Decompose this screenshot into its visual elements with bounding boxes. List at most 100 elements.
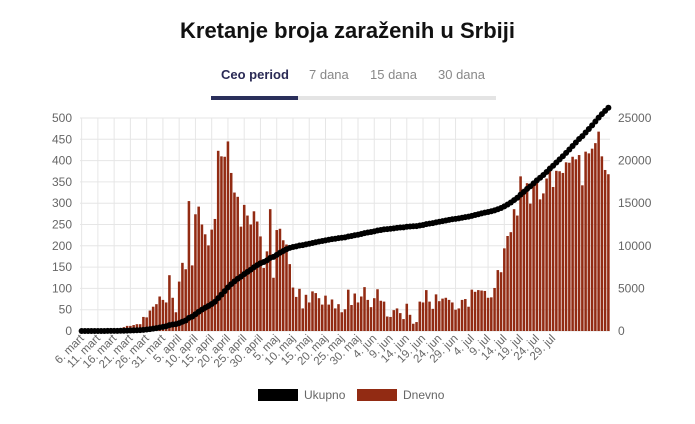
daily-bar[interactable]: [447, 299, 451, 331]
tab-7-dana[interactable]: 7 dana: [309, 67, 349, 82]
daily-bar[interactable]: [451, 302, 454, 331]
daily-bar[interactable]: [249, 224, 252, 332]
total-point[interactable]: [592, 118, 599, 125]
daily-bar[interactable]: [213, 218, 217, 331]
daily-bar[interactable]: [509, 232, 513, 331]
daily-bar[interactable]: [142, 316, 145, 331]
daily-bar[interactable]: [600, 156, 604, 331]
daily-bar[interactable]: [177, 281, 181, 331]
daily-bar[interactable]: [236, 196, 239, 331]
daily-bar[interactable]: [252, 211, 256, 331]
daily-bar[interactable]: [522, 188, 526, 331]
daily-bar[interactable]: [525, 183, 529, 331]
daily-bar[interactable]: [190, 265, 194, 331]
daily-bar[interactable]: [346, 289, 350, 331]
daily-bar[interactable]: [561, 172, 565, 331]
daily-bar[interactable]: [581, 185, 584, 331]
daily-bar[interactable]: [405, 303, 409, 331]
daily-bar[interactable]: [376, 289, 379, 331]
daily-bar[interactable]: [545, 178, 548, 331]
daily-bar[interactable]: [503, 248, 506, 331]
daily-bar[interactable]: [499, 272, 503, 331]
daily-bar[interactable]: [330, 299, 334, 331]
daily-bar[interactable]: [363, 287, 366, 331]
daily-bar[interactable]: [460, 299, 464, 331]
daily-bar[interactable]: [486, 297, 490, 331]
daily-bar[interactable]: [529, 203, 532, 331]
daily-bar[interactable]: [496, 270, 500, 331]
daily-bar[interactable]: [473, 291, 477, 331]
daily-bar[interactable]: [402, 319, 405, 331]
daily-bar[interactable]: [415, 322, 418, 331]
daily-bar[interactable]: [490, 297, 493, 331]
daily-bar[interactable]: [434, 294, 438, 331]
daily-bar[interactable]: [259, 236, 262, 331]
daily-bar[interactable]: [350, 305, 353, 331]
daily-bar[interactable]: [272, 277, 275, 331]
daily-bar[interactable]: [438, 301, 441, 331]
daily-bar[interactable]: [421, 302, 425, 331]
daily-bar[interactable]: [392, 310, 396, 331]
daily-bar[interactable]: [564, 162, 568, 331]
daily-bar[interactable]: [516, 215, 519, 331]
daily-bar[interactable]: [425, 290, 428, 331]
daily-bar[interactable]: [216, 150, 220, 331]
daily-bar[interactable]: [607, 174, 610, 331]
daily-bar[interactable]: [548, 165, 552, 331]
tab-30-dana[interactable]: 30 dana: [438, 67, 485, 82]
daily-bar[interactable]: [431, 308, 435, 331]
daily-bar[interactable]: [285, 244, 288, 331]
daily-bar[interactable]: [369, 307, 373, 331]
daily-bar[interactable]: [399, 313, 402, 331]
daily-bar[interactable]: [181, 262, 184, 331]
daily-bar[interactable]: [340, 312, 344, 331]
daily-bar[interactable]: [307, 302, 311, 331]
daily-bar[interactable]: [590, 148, 594, 331]
daily-bar[interactable]: [382, 301, 386, 331]
daily-bar[interactable]: [519, 176, 522, 331]
daily-bar[interactable]: [161, 299, 165, 331]
daily-bar[interactable]: [229, 172, 233, 331]
daily-bar[interactable]: [538, 199, 542, 331]
daily-bar[interactable]: [255, 221, 259, 331]
daily-bar[interactable]: [220, 156, 223, 331]
daily-bar[interactable]: [337, 304, 340, 331]
daily-bar[interactable]: [298, 288, 301, 331]
daily-bar[interactable]: [262, 267, 265, 331]
daily-bar[interactable]: [151, 306, 155, 331]
daily-bar[interactable]: [408, 314, 412, 331]
daily-bar[interactable]: [359, 296, 363, 331]
daily-bar[interactable]: [551, 187, 555, 331]
daily-bar[interactable]: [574, 159, 578, 331]
daily-bar[interactable]: [281, 240, 285, 331]
daily-bar[interactable]: [412, 323, 415, 331]
daily-bar[interactable]: [379, 300, 383, 331]
daily-bar[interactable]: [333, 308, 337, 331]
daily-bar[interactable]: [366, 299, 370, 331]
daily-bar[interactable]: [444, 297, 448, 331]
daily-bar[interactable]: [532, 182, 535, 331]
legend-item-dnevno[interactable]: Dnevno: [357, 388, 445, 402]
daily-bar[interactable]: [493, 287, 496, 331]
daily-bar[interactable]: [542, 193, 545, 331]
daily-bar[interactable]: [356, 302, 360, 331]
daily-bar[interactable]: [242, 204, 246, 331]
daily-bar[interactable]: [320, 304, 324, 331]
daily-bar[interactable]: [184, 269, 187, 331]
daily-bar[interactable]: [603, 169, 607, 331]
daily-bar[interactable]: [226, 141, 230, 331]
daily-bar[interactable]: [288, 264, 291, 331]
tab-15-dana[interactable]: 15 dana: [370, 67, 417, 82]
daily-bar[interactable]: [327, 304, 331, 331]
daily-bar[interactable]: [587, 153, 591, 331]
daily-bar[interactable]: [194, 214, 197, 331]
daily-bar[interactable]: [148, 310, 152, 331]
daily-bar[interactable]: [467, 306, 470, 331]
daily-bar[interactable]: [223, 156, 226, 331]
daily-bar[interactable]: [268, 209, 272, 331]
daily-bar[interactable]: [233, 192, 236, 331]
daily-bar[interactable]: [428, 301, 431, 331]
daily-bar[interactable]: [164, 302, 168, 331]
daily-bar[interactable]: [395, 308, 399, 331]
daily-bar[interactable]: [278, 228, 282, 331]
